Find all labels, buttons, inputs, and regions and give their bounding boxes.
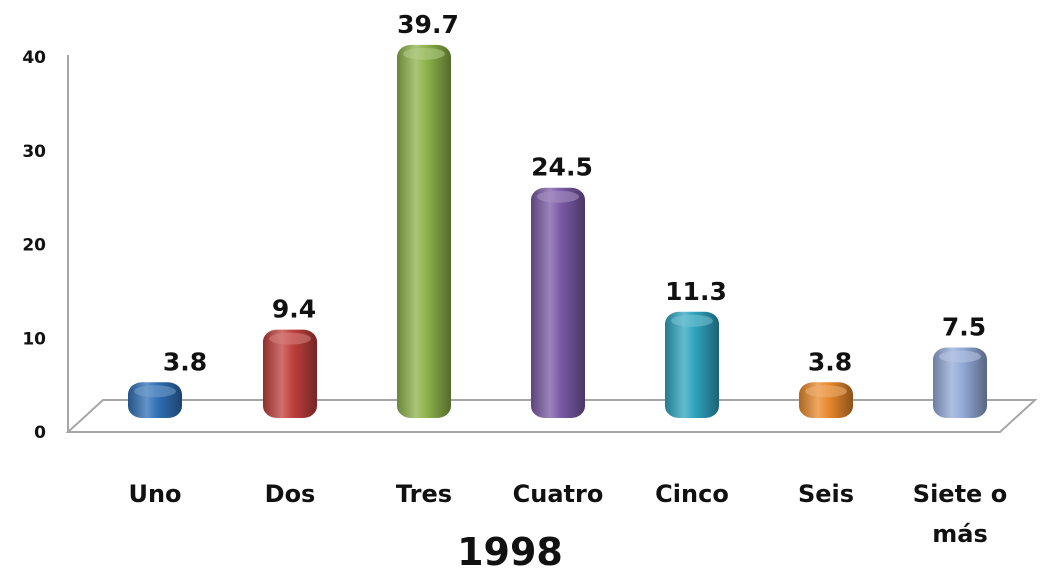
y-tick-label: 30 xyxy=(22,142,46,162)
bar-top-highlight xyxy=(805,385,847,398)
data-label: 11.3 xyxy=(665,277,727,306)
bar-top-highlight xyxy=(269,332,311,345)
data-label: 39.7 xyxy=(397,10,459,39)
x-tick-label: Tres xyxy=(396,480,452,508)
bar-top-highlight xyxy=(134,385,176,398)
bar-tres xyxy=(397,44,451,418)
bar-top-highlight xyxy=(537,190,579,203)
bar-top-highlight xyxy=(403,47,445,60)
bar-top-highlight xyxy=(939,350,981,363)
data-label: 3.8 xyxy=(808,347,852,376)
bar-cinco xyxy=(665,311,719,418)
x-tick-label: Siete o más xyxy=(913,480,1007,548)
bar-top-highlight xyxy=(671,314,713,327)
x-tick-label: Dos xyxy=(265,480,316,508)
data-label: 3.8 xyxy=(163,347,207,376)
data-label: 24.5 xyxy=(531,153,593,182)
x-axis-title: 1998 xyxy=(457,530,563,573)
y-tick-label: 0 xyxy=(34,423,46,443)
bar-series xyxy=(128,44,987,418)
data-labels: 3.8 9.4 39.7 24.5 11.3 3.8 7.5 xyxy=(163,10,986,376)
y-tick-label: 20 xyxy=(22,236,46,256)
data-label: 7.5 xyxy=(942,313,986,342)
data-label: 9.4 xyxy=(272,295,316,324)
bar-dos xyxy=(263,329,317,418)
y-axis-ticks: 0 10 20 30 40 xyxy=(22,48,46,443)
bar-cuatro xyxy=(531,187,585,418)
y-tick-label: 10 xyxy=(22,329,46,349)
y-tick-label: 40 xyxy=(22,48,46,68)
x-tick-label: Uno xyxy=(128,480,181,508)
x-tick-label: Cuatro xyxy=(513,480,604,508)
x-axis-tick-labels: Uno Dos Tres Cuatro Cinco Seis Siete o más xyxy=(128,480,1007,548)
bar-siete-o-mas xyxy=(933,347,987,418)
x-tick-label: Seis xyxy=(798,480,854,508)
x-tick-label: Cinco xyxy=(655,480,729,508)
